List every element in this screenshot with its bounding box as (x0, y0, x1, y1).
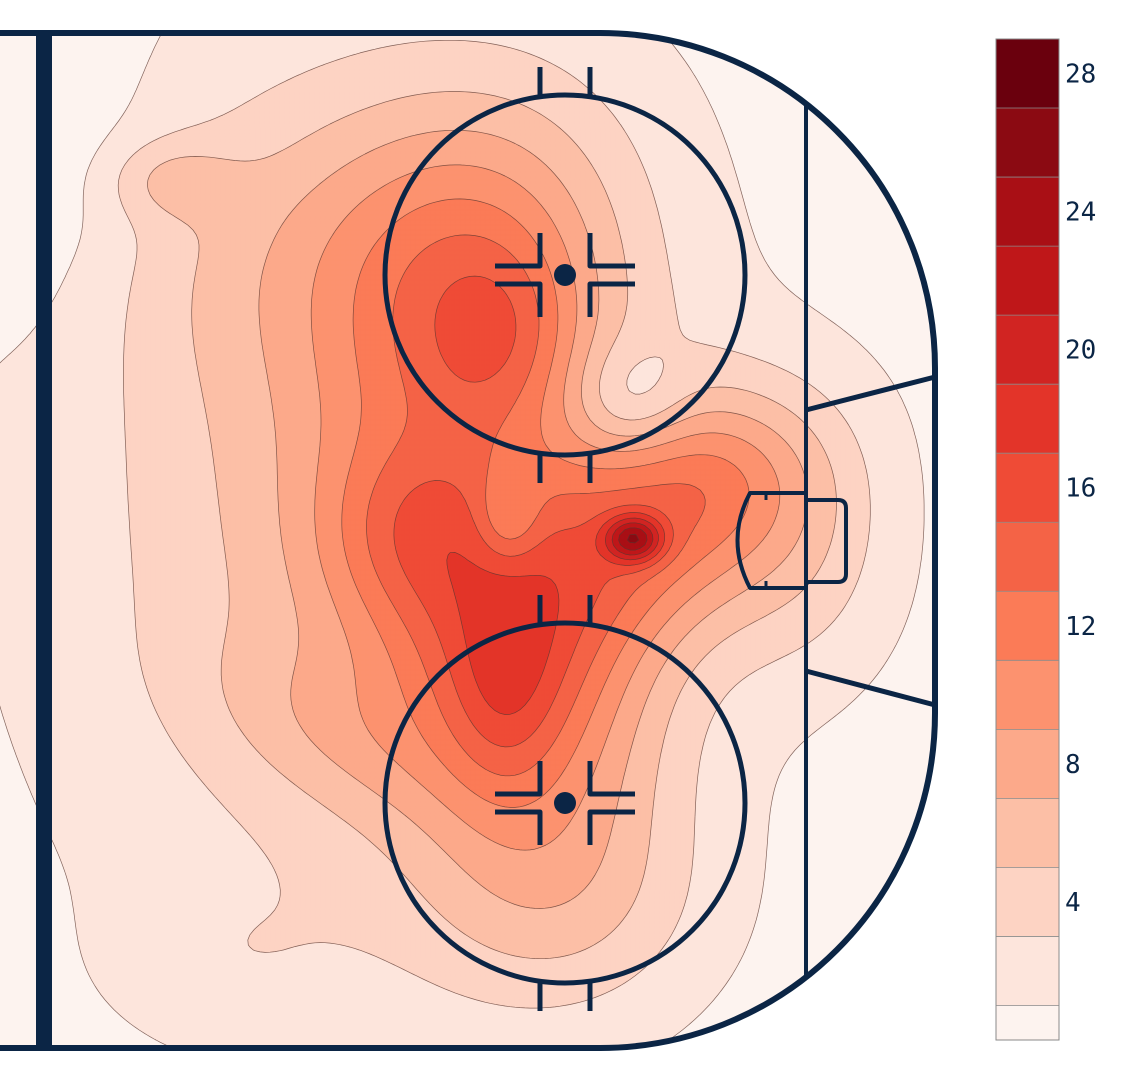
rink-markings (0, 30, 938, 1051)
faceoff-circles (382, 67, 748, 1011)
colorbar-segment (996, 39, 1059, 109)
colorbar-segment (996, 315, 1059, 385)
contour-line-15 (393, 275, 674, 748)
colorbar-segment (996, 591, 1059, 661)
colorbar-tick-label: 4 (1065, 888, 1081, 918)
contour-line-5 (146, 91, 837, 960)
colorbar-segment (996, 1005, 1059, 1040)
rink-boards (0, 30, 938, 1051)
faceoff-dot (554, 264, 576, 286)
goal-net (806, 498, 848, 584)
contour-line-19 (604, 517, 659, 561)
colorbar-segment (996, 246, 1059, 316)
faceoff-circle-ring (382, 92, 748, 458)
faceoff-dot (554, 792, 576, 814)
colorbar-segment (996, 798, 1059, 868)
contour-line-21 (611, 522, 654, 556)
colorbar-segment (996, 453, 1059, 523)
colorbar-tick-label: 20 (1065, 336, 1096, 366)
heatmap-contours (0, 33, 925, 1048)
heatmap-plot (0, 33, 935, 1048)
colorbar-segment (996, 936, 1059, 1006)
faceoff-circle-ring (382, 620, 748, 986)
colorbar-segment (996, 384, 1059, 454)
colorbar-segment (996, 177, 1059, 247)
trapezoid-top-line (805, 374, 936, 413)
colorbar-tick-label: 8 (1065, 750, 1081, 780)
contour-line-13 (366, 234, 706, 777)
contour-line-9 (310, 164, 781, 851)
colorbar-segment (996, 867, 1059, 937)
colorbar-segment (996, 522, 1059, 592)
colorbar-segment (996, 108, 1059, 178)
contour-line-11 (341, 198, 750, 808)
faceoff-circle-lower (382, 595, 748, 1011)
colorbar-segment (996, 729, 1059, 799)
contour-line-23 (618, 527, 648, 551)
colorbar-tick-label: 12 (1065, 612, 1096, 642)
colorbar-tick-label: 24 (1065, 198, 1096, 228)
faceoff-l-marks (495, 233, 635, 317)
faceoff-circle-upper (382, 67, 748, 483)
goal-crease (735, 491, 806, 590)
contour-line-25 (627, 534, 640, 544)
colorbar-segment (996, 660, 1059, 730)
colorbar-tick-label: 16 (1065, 474, 1096, 504)
colorbar-frame (995, 38, 1060, 1041)
colorbar: 4 8 12 16 20 24 28 (995, 38, 1096, 1041)
contour-line-17 (446, 512, 666, 715)
colorbar-tick-label: 28 (1065, 60, 1096, 90)
trapezoid-bottom-line (805, 668, 936, 708)
faceoff-l-marks (495, 761, 635, 845)
